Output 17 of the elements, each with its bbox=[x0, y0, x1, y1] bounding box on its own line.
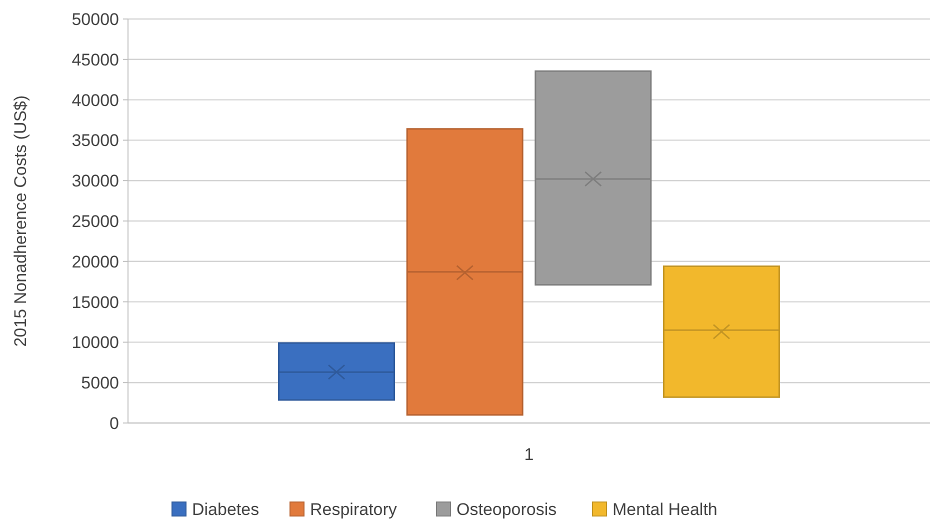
y-tick-label: 20000 bbox=[72, 252, 119, 272]
y-tick-label: 15000 bbox=[72, 292, 119, 312]
y-axis-title: 2015 Nonadherence Costs (US$) bbox=[11, 95, 30, 347]
legend-label: Diabetes bbox=[192, 500, 260, 519]
x-tick-label: 1 bbox=[524, 445, 534, 464]
y-tick-label: 40000 bbox=[72, 90, 119, 110]
y-tick-label: 25000 bbox=[72, 212, 119, 231]
y-tick-label: 5000 bbox=[81, 374, 119, 393]
y-tick-label: 10000 bbox=[72, 333, 119, 352]
y-tick-label: 45000 bbox=[72, 50, 119, 70]
y-tick-label: 30000 bbox=[72, 172, 119, 191]
legend-label: Respiratory bbox=[310, 500, 398, 519]
y-tick-label: 35000 bbox=[72, 131, 119, 150]
y-tick-label: 50000 bbox=[72, 10, 119, 29]
legend-label: Mental Health bbox=[612, 500, 718, 519]
legend-label: Osteoporosis bbox=[456, 500, 557, 519]
y-tick-label: 0 bbox=[110, 414, 119, 433]
